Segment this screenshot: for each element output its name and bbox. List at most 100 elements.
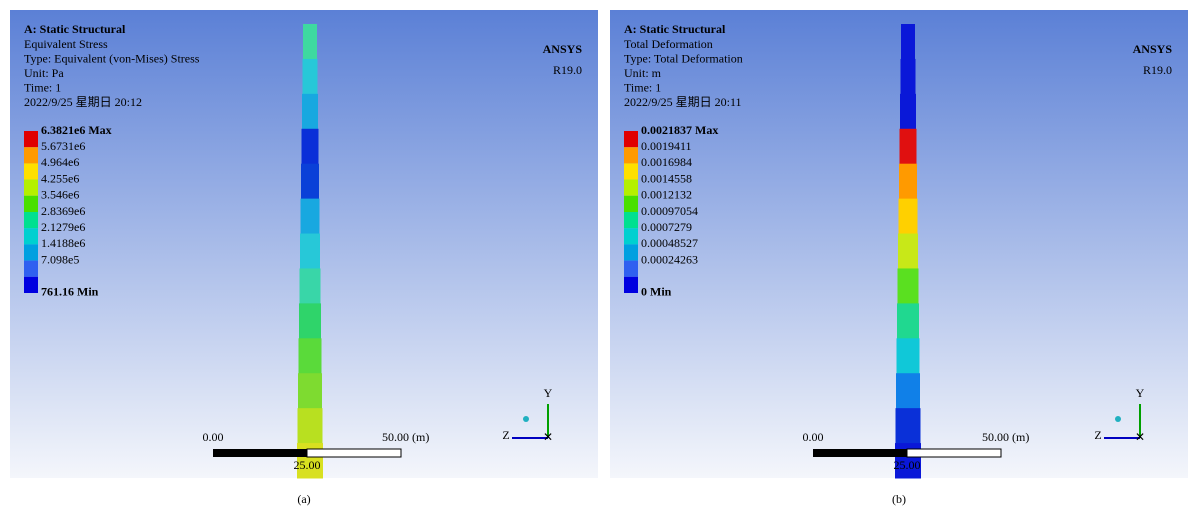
- info-result: Equivalent Stress: [24, 37, 108, 51]
- legend-swatch: [624, 244, 638, 260]
- tower-segment: [302, 94, 318, 129]
- legend-label: 761.16 Min: [41, 285, 99, 299]
- tower-segment: [298, 373, 322, 408]
- tower-segment: [901, 59, 916, 94]
- legend-label: 0.0007279: [641, 220, 692, 234]
- axis-dot: [1115, 416, 1121, 422]
- tower-segment: [896, 373, 920, 408]
- legend-label: 2.1279e6: [41, 220, 85, 234]
- legend-swatch: [24, 212, 38, 228]
- title: A: Static Structural: [24, 22, 126, 36]
- legend-label: 6.3821e6 Max: [41, 123, 112, 137]
- legend-swatch: [24, 196, 38, 212]
- figure: A: Static StructuralEquivalent StressTyp…: [0, 0, 1194, 514]
- info-time: Time: 1: [624, 80, 661, 94]
- legend-swatch: [624, 212, 638, 228]
- brand: ANSYS: [1133, 42, 1173, 56]
- tower-segment: [303, 59, 318, 94]
- legend-swatch: [624, 131, 638, 147]
- axis-y-label: Y: [544, 386, 553, 400]
- tower-segment: [896, 408, 921, 443]
- legend-label: 0.00048527: [641, 236, 698, 250]
- legend-label: 0.0016984: [641, 155, 692, 169]
- tower-segment: [897, 303, 919, 338]
- brand: ANSYS: [543, 42, 583, 56]
- axis-x-marker: ✕: [543, 430, 553, 444]
- legend-swatch: [624, 147, 638, 163]
- legend-label: 3.546e6: [41, 188, 79, 202]
- legend-swatch: [624, 228, 638, 244]
- legend-swatch: [24, 131, 38, 147]
- legend-swatch: [624, 277, 638, 293]
- caption: (b): [892, 492, 906, 506]
- tower-segment: [299, 303, 321, 338]
- legend-swatch: [24, 244, 38, 260]
- tower-segment: [899, 164, 917, 199]
- tower-segment: [301, 164, 319, 199]
- legend-swatch: [624, 163, 638, 179]
- tower-segment: [897, 338, 920, 373]
- tower-segment: [303, 24, 317, 59]
- axis-y-label: Y: [1136, 386, 1145, 400]
- tower-segment: [900, 94, 916, 129]
- legend-swatch: [624, 196, 638, 212]
- legend-label: 0.0012132: [641, 188, 692, 202]
- info-type: Type: Equivalent (von-Mises) Stress: [24, 51, 200, 65]
- title: A: Static Structural: [624, 22, 726, 36]
- legend-swatch: [24, 228, 38, 244]
- legend-label: 0.00097054: [641, 204, 698, 218]
- legend-label: 7.098e5: [41, 252, 79, 266]
- version: R19.0: [553, 63, 582, 77]
- legend-label: 5.6731e6: [41, 139, 85, 153]
- legend-swatch: [24, 147, 38, 163]
- scale-mid: 25.00: [294, 458, 321, 472]
- legend-swatch: [624, 180, 638, 196]
- scale-mid: 25.00: [894, 458, 921, 472]
- tower-segment: [300, 268, 321, 303]
- legend-label: 0.0014558: [641, 171, 692, 185]
- info-unit: Unit: Pa: [24, 66, 64, 80]
- legend-label: 0.00024263: [641, 252, 698, 266]
- legend-label: 0 Min: [641, 285, 672, 299]
- legend-label: 0.0021837 Max: [641, 123, 718, 137]
- tower-segment: [298, 408, 323, 443]
- axis-z-label: Z: [1094, 428, 1101, 442]
- scale-end: 50.00 (m): [382, 430, 429, 444]
- tower-segment: [301, 199, 320, 234]
- legend-swatch: [24, 180, 38, 196]
- scale-bar-white: [907, 449, 1001, 457]
- tower-segment: [898, 268, 919, 303]
- axis-x-marker: ✕: [1135, 430, 1145, 444]
- caption: (a): [297, 492, 310, 506]
- legend-label: 4.964e6: [41, 155, 79, 169]
- scale-end: 50.00 (m): [982, 430, 1029, 444]
- legend-swatch: [624, 261, 638, 277]
- legend-swatch: [24, 261, 38, 277]
- tower-segment: [299, 338, 322, 373]
- legend-label: 0.0019411: [641, 139, 692, 153]
- info-date: 2022/9/25 星期日 20:11: [624, 95, 742, 109]
- axis-dot: [523, 416, 529, 422]
- legend-swatch: [24, 277, 38, 293]
- info-result: Total Deformation: [624, 37, 713, 51]
- info-time: Time: 1: [24, 80, 61, 94]
- scale-bar-black: [813, 449, 907, 457]
- tower-segment: [302, 129, 319, 164]
- tower-segment: [901, 24, 915, 59]
- version: R19.0: [1143, 63, 1172, 77]
- scale-start: 0.00: [803, 430, 824, 444]
- info-date: 2022/9/25 星期日 20:12: [24, 95, 142, 109]
- axis-z-label: Z: [502, 428, 509, 442]
- tower-segment: [898, 234, 918, 269]
- tower-segment: [300, 234, 320, 269]
- scale-start: 0.00: [203, 430, 224, 444]
- scale-bar-white: [307, 449, 401, 457]
- legend-label: 4.255e6: [41, 171, 79, 185]
- info-type: Type: Total Deformation: [624, 51, 743, 65]
- legend-label: 1.4188e6: [41, 236, 85, 250]
- legend-label: 2.8369e6: [41, 204, 85, 218]
- info-unit: Unit: m: [624, 66, 662, 80]
- legend-swatch: [24, 163, 38, 179]
